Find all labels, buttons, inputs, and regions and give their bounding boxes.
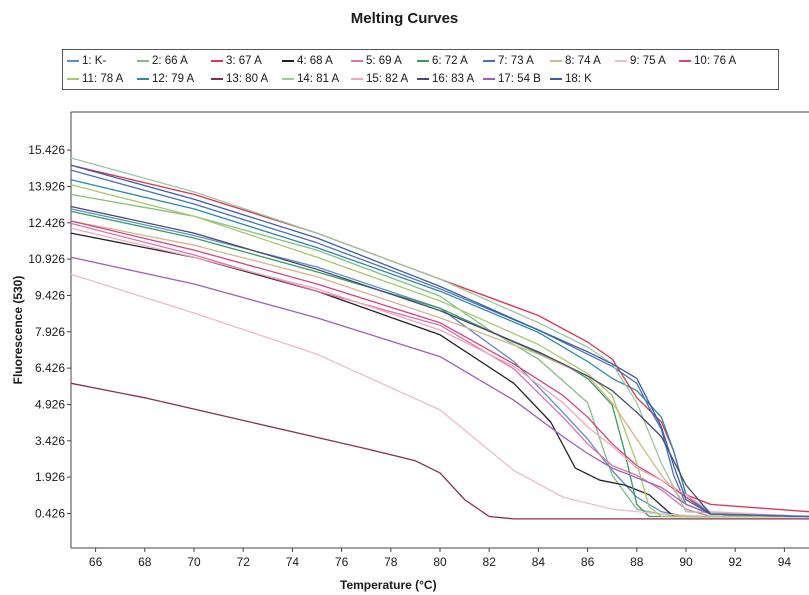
legend-label: 13: 80 A xyxy=(226,73,269,85)
legend-swatch xyxy=(137,78,149,80)
x-tick-label: 88 xyxy=(630,555,644,569)
legend-label: 6: 72 A xyxy=(432,55,468,67)
legend-label: 1: K- xyxy=(82,55,107,67)
legend-swatch xyxy=(417,78,429,80)
legend-label: 15: 82 A xyxy=(366,73,409,85)
series-line-16 xyxy=(70,205,809,518)
series-line-5 xyxy=(70,222,809,518)
legend: 1: K- 2: 66 A 3: 67 A 4: 68 A 5: 69 A 6: 72 A… xyxy=(62,49,779,90)
series-line-4 xyxy=(70,232,809,518)
series-line-8 xyxy=(70,220,809,518)
legend-label: 16: 83 A xyxy=(432,73,475,85)
x-tick-label: 70 xyxy=(187,555,201,569)
x-tick-label: 80 xyxy=(433,555,447,569)
y-tick-label: 0.426 xyxy=(35,506,65,520)
series-line-11 xyxy=(70,184,809,518)
y-tick-label: 1.926 xyxy=(35,470,65,484)
legend-swatch xyxy=(67,60,79,62)
y-tick-label: 6.426 xyxy=(35,361,65,375)
y-tick-label: 9.426 xyxy=(35,288,65,302)
series-line-7 xyxy=(70,169,809,518)
legend-swatch xyxy=(137,60,149,62)
x-tick-label: 90 xyxy=(679,555,693,569)
legend-swatch xyxy=(282,60,294,62)
legend-swatch xyxy=(211,78,223,80)
x-tick-label: 68 xyxy=(138,555,152,569)
legend-label: 9: 75 A xyxy=(630,55,666,67)
legend-swatch xyxy=(211,60,223,62)
legend-label: 5: 69 A xyxy=(366,55,402,67)
x-tick-label: 66 xyxy=(89,555,103,569)
y-tick-label: 10.926 xyxy=(28,252,65,266)
legend-label: 18: K xyxy=(565,73,592,85)
series-line-10 xyxy=(70,220,809,518)
x-tick-label: 74 xyxy=(286,555,300,569)
legend-swatch xyxy=(282,78,294,80)
legend-label: 12: 79 A xyxy=(152,73,195,85)
series-line-13 xyxy=(70,382,809,520)
legend-label: 2: 66 A xyxy=(152,55,188,67)
y-tick-label: 12.426 xyxy=(28,216,65,230)
chart-title: Melting Curves xyxy=(350,10,459,27)
x-tick-label: 72 xyxy=(237,555,251,569)
x-tick-label: 92 xyxy=(729,555,743,569)
legend-label: 3: 67 A xyxy=(226,55,262,67)
series-line-3 xyxy=(70,164,809,513)
x-tick-label: 78 xyxy=(384,555,398,569)
legend-swatch xyxy=(483,60,495,62)
x-axis-label: Temperature (°C) xyxy=(340,578,437,592)
y-tick-label: 7.926 xyxy=(35,325,65,339)
legend-label: 8: 74 A xyxy=(565,55,601,67)
series-line-9 xyxy=(70,273,809,518)
y-tick-label: 15.426 xyxy=(28,143,65,157)
x-tick-label: 86 xyxy=(581,555,595,569)
y-tick-label: 3.426 xyxy=(35,434,65,448)
legend-label: 4: 68 A xyxy=(297,55,333,67)
legend-label: 10: 76 A xyxy=(694,55,737,67)
series-line-6 xyxy=(70,210,809,518)
y-tick-label: 4.926 xyxy=(35,397,65,411)
legend-swatch xyxy=(351,78,363,80)
legend-swatch xyxy=(679,60,691,62)
y-tick-label: 13.926 xyxy=(28,179,65,193)
legend-swatch xyxy=(351,60,363,62)
legend-swatch xyxy=(417,60,429,62)
legend-label: 17: 54 B xyxy=(498,73,541,85)
legend-swatch xyxy=(550,60,562,62)
series-line-15 xyxy=(70,227,809,518)
legend-swatch xyxy=(550,78,562,80)
legend-swatch xyxy=(615,60,627,62)
legend-label: 7: 73 A xyxy=(498,55,534,67)
x-tick-label: 76 xyxy=(335,555,349,569)
legend-swatch xyxy=(67,78,79,80)
series-line-14 xyxy=(70,157,809,518)
x-tick-label: 84 xyxy=(532,555,546,569)
legend-label: 14: 81 A xyxy=(297,73,340,85)
series-line-18 xyxy=(70,164,809,518)
x-tick-label: 94 xyxy=(778,555,792,569)
x-tick-label: 82 xyxy=(483,555,497,569)
legend-swatch xyxy=(483,78,495,80)
series-line-17 xyxy=(70,256,809,518)
legend-label: 11: 78 A xyxy=(82,73,124,85)
